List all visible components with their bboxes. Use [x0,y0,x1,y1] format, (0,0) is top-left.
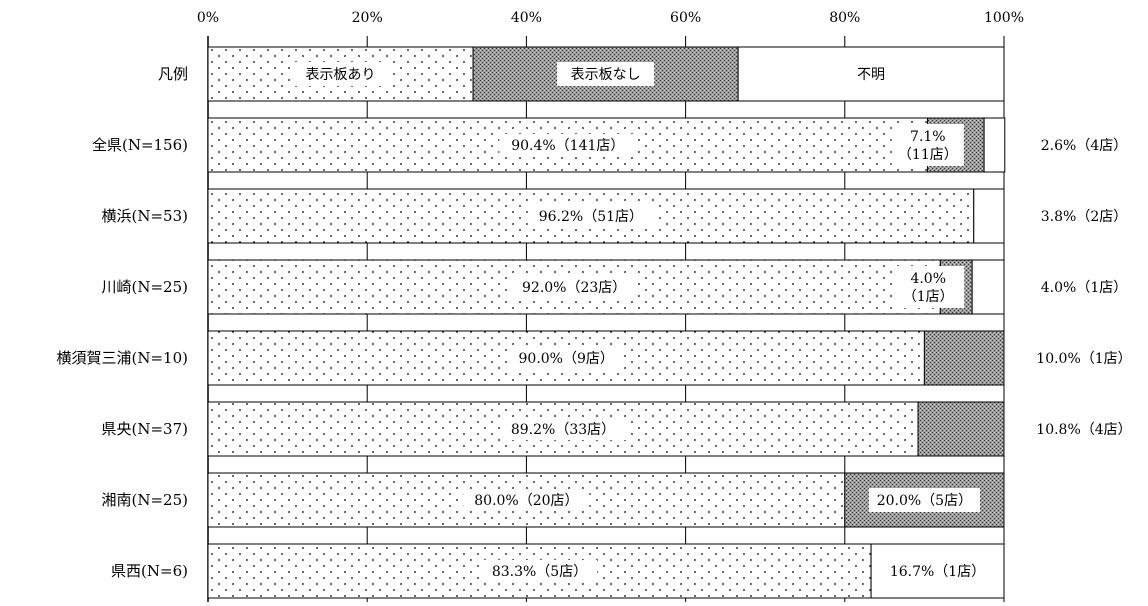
data-label-no-box [891,124,964,166]
bar-segment [917,401,1005,457]
data-label-right: 10.0%（1店） [1036,351,1131,367]
data-label-no-box [892,266,965,308]
x-tick-label: 0% [197,10,219,26]
legend-label: 不明 [857,67,885,83]
legend-label: 表示板なし [571,67,641,83]
data-label-yes-box [511,276,638,298]
data-label-yes: 89.2%（33店） [511,422,615,438]
bar-segment [971,259,1005,315]
data-label-yes-box [527,205,654,227]
data-label-no: （11店） [898,147,958,163]
category-label: 凡例 [158,65,188,83]
x-tick-label: 40% [511,10,542,26]
bar-segment [923,330,1005,386]
data-label-yes-box [463,489,590,511]
data-label-yes: 96.2%（51店） [539,209,643,225]
x-tick-label: 80% [829,10,860,26]
category-label: 横須賀三浦(N=10) [57,349,189,367]
category-label: 湘南(N=25) [102,491,189,509]
data-label-no: 4.0% [910,271,946,287]
data-label-right: 2.6%（4店） [1041,138,1127,154]
data-label-inside-box [868,488,980,512]
data-label-right: 4.0%（1店） [1041,280,1127,296]
data-label-yes: 83.3%（5店） [492,564,587,580]
data-label-yes-box [500,418,627,440]
legend-label-box [292,62,390,86]
x-tick-label: 20% [352,10,383,26]
legend-label: 表示板あり [306,67,376,83]
category-label: 川崎(N=25) [102,278,189,296]
data-label-yes: 80.0%（20店） [474,493,578,509]
data-label-right: 3.8%（2店） [1041,209,1127,225]
data-label-yes: 92.0%（23店） [522,280,626,296]
bar-segment [973,188,1005,244]
data-label-inside-box [882,559,994,583]
data-label-yes-box [482,560,598,582]
bar-segment [983,117,1006,173]
data-label-yes-box [508,347,624,369]
category-label: 全県(N=156) [92,136,188,154]
data-label-yes: 90.0%（9店） [519,351,614,367]
data-label-no: 7.1% [910,129,946,145]
data-label-inside: 20.0%（5店） [877,493,972,509]
data-label-right: 10.8%（4店） [1036,422,1131,438]
data-label-yes: 90.4%（141店） [511,138,624,154]
category-label: 県西(N=6) [111,562,188,580]
data-label-no: （1店） [903,289,954,305]
data-label-yes-box [499,134,637,156]
data-label-inside: 16.7%（1店） [890,564,985,580]
x-tick-label: 100% [984,10,1024,26]
category-label: 県央(N=37) [102,420,189,438]
legend-label-box [845,62,898,86]
x-tick-label: 60% [670,10,701,26]
legend-label-box [557,62,655,86]
category-label: 横浜(N=53) [102,207,189,225]
